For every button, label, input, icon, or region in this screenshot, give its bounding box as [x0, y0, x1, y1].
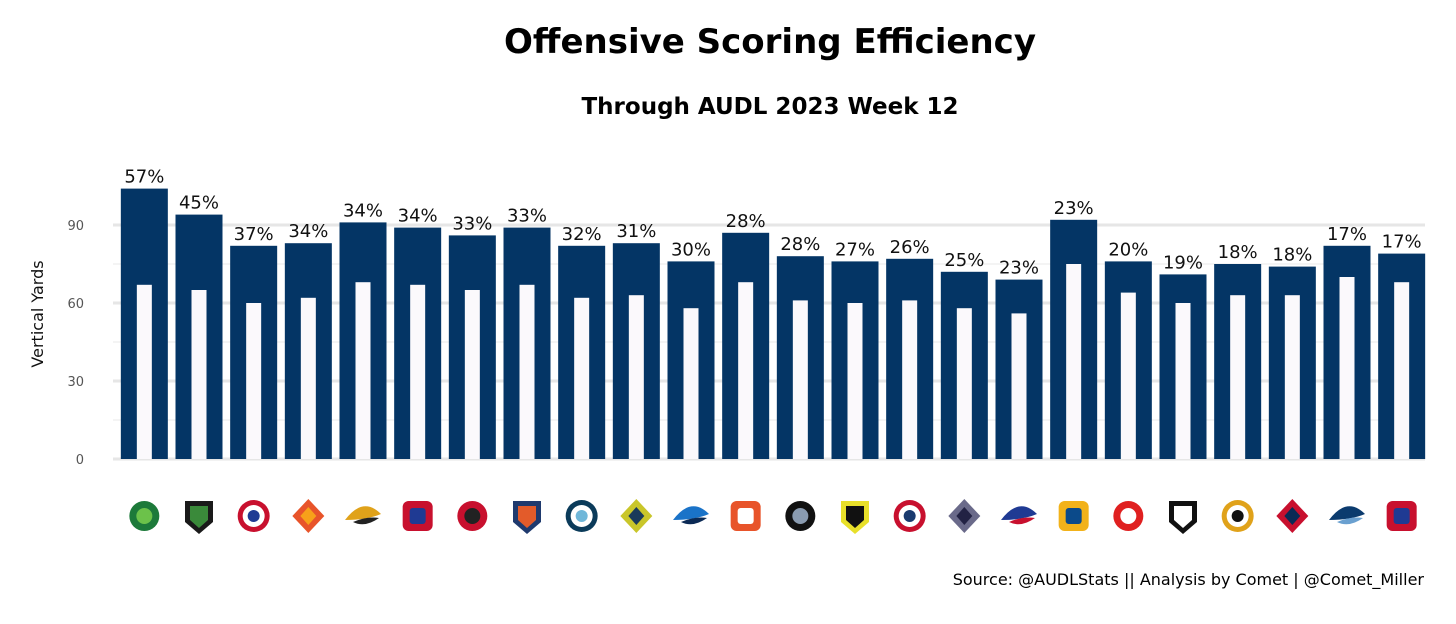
rush-logo [1276, 499, 1309, 533]
data-label: 34% [398, 206, 438, 227]
bar-inner [191, 290, 207, 459]
flyers-logo [237, 500, 270, 532]
wildfire-logo [1113, 501, 1144, 531]
bar-inner [410, 284, 426, 459]
data-label: 34% [288, 221, 328, 242]
y-axis-title: Vertical Yards [28, 260, 47, 367]
spiders-logo [1169, 501, 1197, 534]
empire-logo [185, 501, 213, 534]
bar-inner [464, 290, 480, 459]
data-label: 17% [1382, 232, 1422, 253]
data-label: 19% [1163, 252, 1203, 273]
bar-inner [683, 308, 699, 459]
glory-crest-logo [1386, 501, 1417, 531]
data-label: 45% [179, 193, 219, 214]
data-label: 20% [1108, 239, 1148, 260]
growlers-m-logo [785, 501, 816, 531]
hustle-logo [345, 506, 381, 525]
bars-layer [120, 188, 1426, 459]
data-label: 31% [616, 221, 656, 242]
data-label: 33% [452, 213, 492, 234]
bar-inner [355, 282, 371, 459]
royal-logo [513, 501, 541, 534]
data-label: 32% [562, 224, 602, 245]
data-label: 57% [124, 167, 164, 188]
data-label: 28% [780, 234, 820, 255]
y-tick-label: 30 [67, 375, 84, 390]
data-label: 28% [726, 211, 766, 232]
y-axis: 0 30 60 90 [67, 219, 84, 468]
bar-inner [136, 284, 152, 459]
radicals-logo [620, 499, 653, 533]
bar-inner [902, 300, 918, 459]
mechanix-logo [457, 501, 488, 531]
chart-subtitle: Through AUDL 2023 Week 12 [581, 94, 959, 120]
data-label: 23% [999, 258, 1039, 279]
bar-inner [1120, 292, 1136, 459]
alleycats-logo [129, 501, 160, 531]
y-tick-label: 60 [67, 297, 84, 312]
bar-inner [519, 284, 535, 459]
bar-inner [1284, 295, 1300, 459]
nitro-logo [730, 501, 761, 531]
legion-logo [1221, 500, 1254, 532]
phoenix-logo [292, 499, 325, 533]
chart-caption: Source: @AUDLStats || Analysis by Comet … [952, 570, 1424, 589]
bar-inner [792, 300, 808, 459]
bar-inner [847, 303, 863, 459]
data-label: 30% [671, 239, 711, 260]
union-logo [673, 506, 709, 525]
bar-inner [738, 282, 754, 459]
y-tick-label: 90 [67, 219, 84, 234]
bar-inner [1175, 303, 1191, 459]
data-label: 33% [507, 206, 547, 227]
data-label: 18% [1218, 242, 1258, 263]
havoc-logo [948, 499, 981, 533]
bar-inner [1339, 277, 1355, 459]
austin-sol-logo [1001, 506, 1037, 525]
glory-logo [1329, 506, 1365, 525]
data-label: 27% [835, 239, 875, 260]
y-tick-label: 0 [76, 453, 84, 468]
breeze-logo [402, 501, 433, 531]
bar-inner [1230, 295, 1246, 459]
bar-inner [574, 297, 590, 459]
data-label: 37% [234, 224, 274, 245]
data-label: 26% [890, 237, 930, 258]
shred-logo [841, 501, 869, 534]
cascades-logo [893, 500, 926, 532]
data-labels-layer: 57% 45% 37% 34% 34% 34% 33% 33% 32% 31% 30% 28% 28% 2… [124, 167, 1421, 279]
bar-inner [1011, 313, 1027, 459]
data-label: 18% [1272, 245, 1312, 266]
summit-logo [565, 500, 598, 532]
data-label: 34% [343, 200, 383, 221]
bar-inner [628, 295, 644, 459]
bar-inner [956, 308, 972, 459]
bar-inner [300, 297, 316, 459]
data-label: 23% [1054, 198, 1094, 219]
bar-inner [1394, 282, 1410, 459]
bar-inner [246, 303, 262, 459]
chart-title: Offensive Scoring Efficiency [504, 22, 1036, 62]
team-logos-layer [129, 499, 1417, 534]
bar-inner [1066, 264, 1082, 459]
data-label: 17% [1327, 224, 1367, 245]
outlaws-logo [1058, 501, 1089, 531]
data-label: 25% [944, 250, 984, 271]
